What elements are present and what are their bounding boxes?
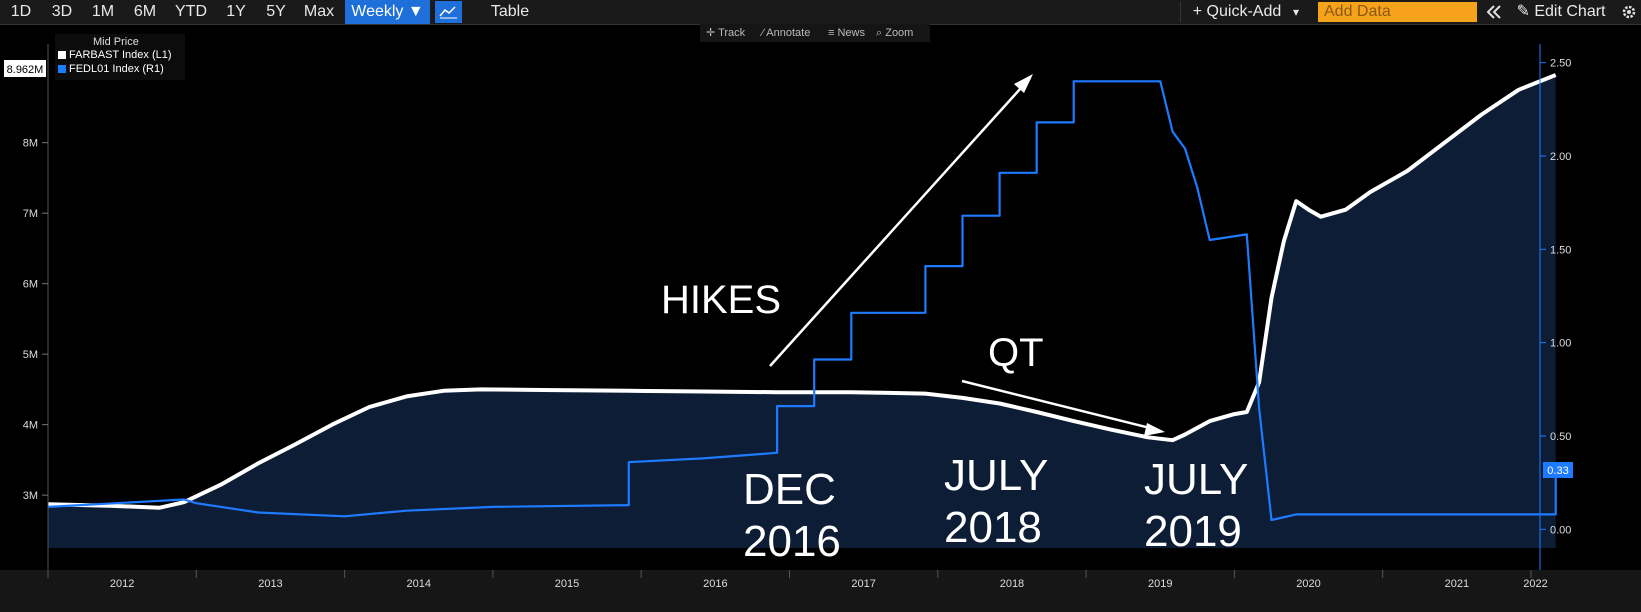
left-last-value-badge: 8.962M xyxy=(4,60,46,77)
annotation-qt: QT xyxy=(988,331,1044,375)
x-tick-label: 2014 xyxy=(407,578,431,590)
range-1d-button[interactable]: 1D xyxy=(10,3,32,20)
edit-chart-button[interactable]: ✎ Edit Chart xyxy=(1516,3,1606,20)
x-tick-label: 2015 xyxy=(555,578,579,590)
right-tick-label: 0.00 xyxy=(1550,524,1571,536)
chart-toolbar: 1D 3D 1M 6M YTD 1Y 5Y Max Weekly ▼ Table… xyxy=(0,0,1641,25)
right-tick-label: 2.00 xyxy=(1550,151,1571,163)
left-tick-label: 4M xyxy=(23,420,38,432)
chart-subtoolbar: ✛ Track ⁄ Annotate ≡ News ⌕ Zoom xyxy=(700,24,930,42)
x-tick-label: 2016 xyxy=(703,578,727,590)
legend-swatch xyxy=(58,51,66,59)
range-ytd-button[interactable]: YTD xyxy=(175,3,207,20)
right-tick-label: 1.00 xyxy=(1550,338,1571,350)
x-tick-label: 2013 xyxy=(258,578,282,590)
gear-icon[interactable] xyxy=(1618,0,1640,24)
annotate-label: Annotate xyxy=(766,27,811,39)
legend-title: Mid Price xyxy=(93,36,139,48)
frequency-dropdown[interactable]: Weekly ▼ xyxy=(345,0,430,24)
legend-label: FARBAST Index (L1) xyxy=(69,49,172,61)
line-layer xyxy=(47,73,1557,522)
area-layer xyxy=(48,75,1556,548)
left-last-value: 8.962M xyxy=(7,64,44,76)
quick-add-button[interactable]: + Quick-Add xyxy=(1192,3,1282,20)
double-chevron-left-icon[interactable] xyxy=(1484,0,1504,24)
x-tick-label: 2019 xyxy=(1148,578,1172,590)
zoom-label: Zoom xyxy=(885,27,914,39)
range-5y-button[interactable]: 5Y xyxy=(266,3,286,20)
range-6m-button[interactable]: 6M xyxy=(133,3,157,20)
right-last-value: 0.33 xyxy=(1547,465,1568,477)
line-chart-icon[interactable] xyxy=(435,1,462,23)
fedl01-series-line xyxy=(47,80,1557,522)
annotation-layer: HIKES QT DEC 2016 JULY 2018 JULY 2019 xyxy=(661,74,1248,566)
right-tick-label: 2.50 xyxy=(1550,58,1571,70)
track-label: Track xyxy=(718,27,746,39)
right-axis: 0.00 0.50 1.00 1.50 2.00 2.50 xyxy=(1540,58,1571,536)
x-tick-label: 2021 xyxy=(1445,578,1469,590)
left-tick-label: 3M xyxy=(23,490,38,502)
x-tick-label: 2018 xyxy=(1000,578,1024,590)
legend-swatch xyxy=(58,65,66,73)
legend-label: FEDL01 Index (R1) xyxy=(69,63,164,75)
news-button[interactable]: ≡ News xyxy=(828,27,865,39)
chevron-down-icon[interactable]: ▾ xyxy=(1292,5,1300,19)
range-max-button[interactable]: Max xyxy=(303,3,335,20)
left-tick-label: 7M xyxy=(23,208,38,220)
qt-arrowhead xyxy=(1144,423,1165,436)
chart-legend: Mid Price FARBAST Index (L1) FEDL01 Inde… xyxy=(55,34,185,80)
range-3d-button[interactable]: 3D xyxy=(51,3,73,20)
left-axis: 3M 4M 5M 6M 7M 8M xyxy=(23,138,48,502)
x-axis-band xyxy=(0,570,1641,612)
zoom-button[interactable]: ⌕ Zoom xyxy=(876,27,914,39)
x-tick-label: 2020 xyxy=(1296,578,1320,590)
qt-arrow xyxy=(961,379,1159,432)
hikes-arrowhead xyxy=(1014,74,1033,93)
annotation-july-2018: JULY 2018 xyxy=(944,451,1048,552)
annotation-dec-2016: DEC 2016 xyxy=(743,465,841,566)
left-tick-label: 5M xyxy=(23,349,38,361)
left-tick-label: 8M xyxy=(23,138,38,150)
x-tick-label: 2012 xyxy=(110,578,134,590)
x-axis: 2012 2013 2014 2015 2016 2017 2018 2019 2020 2021… xyxy=(47,570,1548,590)
right-tick-label: 0.50 xyxy=(1550,431,1571,443)
annotation-hikes: HIKES xyxy=(661,278,781,322)
legend-item-farbast[interactable]: FARBAST Index (L1) xyxy=(58,49,172,61)
add-data-input[interactable] xyxy=(1318,2,1477,22)
farbast-series-line xyxy=(47,73,1557,510)
table-button[interactable]: Table xyxy=(490,3,530,20)
track-button[interactable]: ✛ Track xyxy=(706,27,746,39)
legend-item-fedl01[interactable]: FEDL01 Index (R1) xyxy=(58,63,164,75)
left-tick-label: 6M xyxy=(23,279,38,291)
annotation-july-2019: JULY 2019 xyxy=(1144,455,1248,556)
right-last-value-badge: 0.33 xyxy=(1543,462,1573,478)
hikes-arrow xyxy=(769,77,1031,367)
annotate-button[interactable]: ⁄ Annotate xyxy=(762,27,811,39)
range-1y-button[interactable]: 1Y xyxy=(226,3,246,20)
x-tick-label: 2022 xyxy=(1523,578,1547,590)
right-tick-label: 1.50 xyxy=(1550,244,1571,256)
range-1m-button[interactable]: 1M xyxy=(91,3,115,20)
news-label: News xyxy=(837,27,865,39)
x-tick-label: 2017 xyxy=(851,578,875,590)
farbast-area-fill xyxy=(48,75,1556,548)
